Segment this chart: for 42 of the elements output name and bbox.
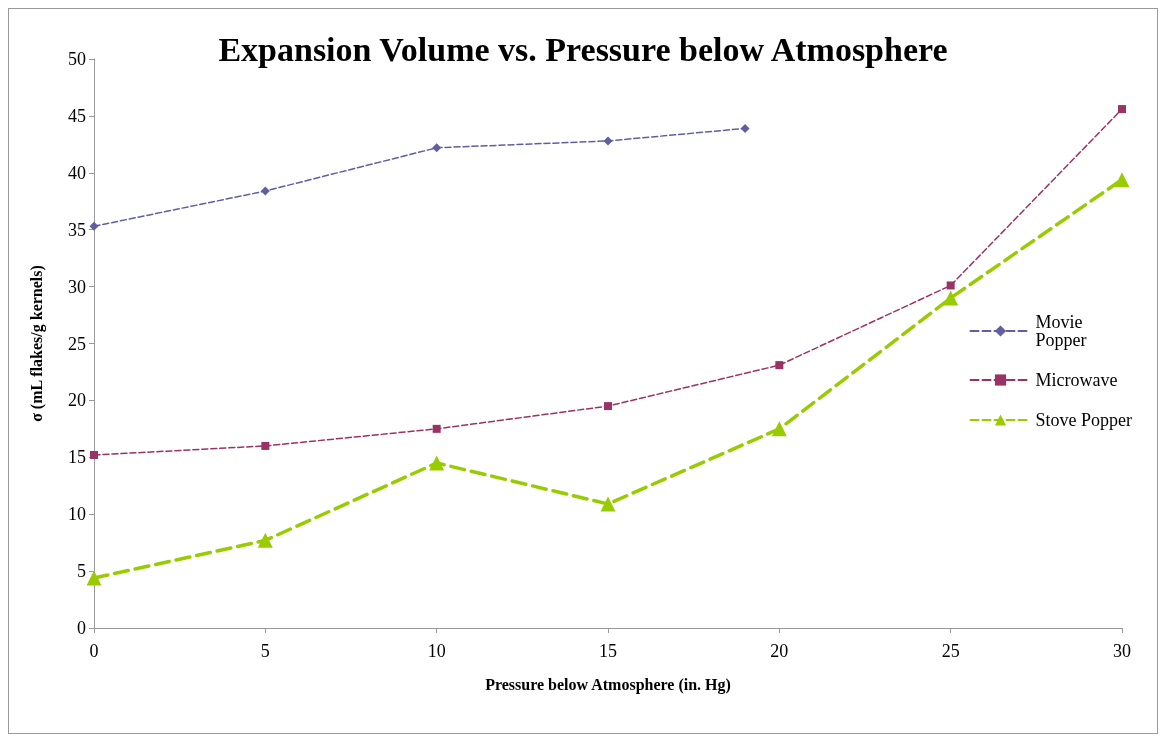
point	[600, 496, 616, 512]
point	[740, 123, 750, 133]
x-axis-title: Pressure below Atmosphere (in. Hg)	[485, 675, 731, 694]
x-tick-label: 15	[599, 641, 617, 661]
y-tick-label: 30	[68, 276, 86, 297]
point	[89, 221, 99, 231]
y-tick-label: 20	[68, 390, 86, 411]
y-tick-label: 0	[77, 618, 86, 638]
point	[432, 143, 442, 153]
point	[943, 290, 959, 306]
y-tick-label: 25	[68, 333, 86, 354]
legend-label: Movie Popper	[1035, 312, 1087, 350]
point	[429, 455, 445, 471]
y-tick-label: 50	[68, 49, 86, 69]
y-axis-title: σ (mL flakes/g kernels)	[27, 265, 46, 422]
x-tick-label: 30	[1113, 641, 1131, 661]
point	[261, 441, 270, 450]
x-tick-label: 10	[427, 641, 446, 661]
point	[946, 281, 955, 290]
y-tick-label: 10	[68, 504, 86, 525]
point	[432, 424, 441, 433]
y-tick-label: 45	[68, 105, 86, 126]
legend-label: Stove Popper	[1035, 410, 1133, 430]
point	[90, 451, 98, 460]
chart-title: Expansion Volume vs. Pressure below Atmosphere	[218, 30, 948, 68]
y-tick-label: 35	[68, 219, 86, 240]
x-tick-label: 25	[941, 641, 960, 661]
point	[1118, 105, 1126, 114]
point	[775, 361, 784, 370]
point	[257, 532, 273, 548]
x-tick-label: 5	[260, 641, 270, 661]
point	[1114, 172, 1130, 188]
point	[260, 186, 270, 196]
y-tick-label: 40	[68, 162, 86, 183]
point	[604, 402, 612, 411]
y-tick-label: 15	[68, 447, 86, 468]
point	[771, 421, 787, 437]
x-tick-label: 20	[770, 641, 789, 661]
y-tick-label: 5	[77, 561, 86, 582]
point	[603, 136, 613, 146]
point	[86, 570, 102, 586]
legend-label: Microwave	[1035, 370, 1118, 390]
